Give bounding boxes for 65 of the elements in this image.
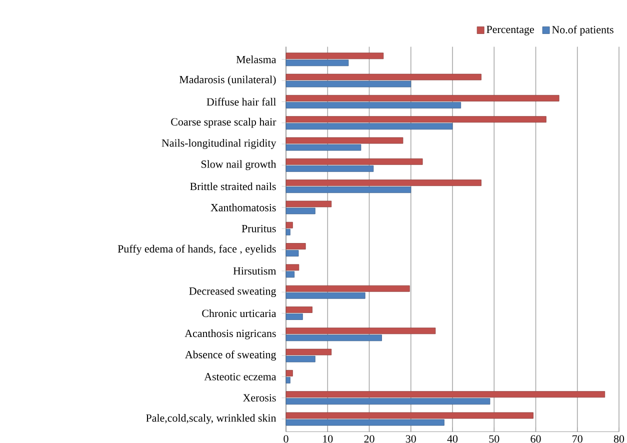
- bar: [286, 208, 316, 214]
- x-tick-label: 80: [614, 435, 624, 443]
- bar: [286, 102, 462, 108]
- bar: [286, 356, 316, 362]
- bar: [286, 123, 453, 130]
- bar: [286, 334, 382, 342]
- y-tick-label: Madarosis (unilateral): [179, 76, 276, 86]
- x-tick-label: 70: [572, 435, 582, 443]
- bar: [286, 186, 412, 194]
- bar: [286, 348, 332, 356]
- y-tick-label: Melasma: [236, 56, 276, 64]
- bar: [286, 419, 444, 426]
- bar: [286, 74, 482, 80]
- y-tick-label: Chronic urticaria: [202, 309, 276, 318]
- y-tick-label: Hirsutism: [233, 267, 276, 275]
- bar: [286, 292, 366, 299]
- bar: [286, 391, 606, 398]
- bar: [286, 370, 293, 376]
- x-tick-label: 30: [406, 435, 416, 443]
- bar: [286, 306, 312, 313]
- bar: [286, 271, 295, 278]
- bar: [286, 398, 490, 405]
- bar: [286, 314, 303, 320]
- bar: [286, 250, 299, 256]
- bar: [286, 243, 306, 250]
- bar: [286, 94, 560, 102]
- y-tick-label: Puffy edema of hands, face , eyelids: [118, 244, 276, 255]
- legend-label: Percentage: [486, 26, 534, 36]
- x-tick-label: 50: [489, 435, 500, 443]
- bar: [286, 180, 482, 186]
- y-tick-label: Xerosis: [242, 394, 276, 402]
- y-tick-label: Slow nail growth: [201, 160, 276, 170]
- bar: [286, 222, 293, 228]
- x-tick-label: 60: [530, 435, 541, 443]
- bar: [286, 60, 349, 66]
- x-tick-label: 20: [364, 435, 374, 443]
- bar: [286, 200, 332, 208]
- y-tick-label: Decreased sweating: [189, 287, 276, 298]
- bar: [286, 328, 436, 334]
- x-tick-label: 40: [447, 435, 458, 443]
- bar: [286, 144, 362, 151]
- y-tick-label: Acanthosis nigricans: [184, 329, 276, 340]
- x-tick-label: 10: [323, 435, 333, 443]
- y-tick-label: Pruritus: [242, 224, 276, 232]
- bar: [286, 52, 384, 60]
- x-tick-label: 0: [284, 435, 288, 443]
- bar: [286, 158, 423, 165]
- bar: [286, 116, 546, 123]
- bar: [286, 228, 290, 236]
- y-tick-label: Coarse sprase scalp hair: [171, 118, 276, 128]
- bar: [286, 80, 412, 88]
- bar: [286, 165, 374, 172]
- y-tick-label: Pale,cold,scaly, wrinkled skin: [146, 414, 276, 424]
- bar: [286, 412, 534, 419]
- y-tick-label: Asteotic eczema: [204, 373, 276, 380]
- y-tick-label: Diffuse hair fall: [206, 98, 276, 106]
- y-tick-label: Brittle straited nails: [190, 182, 276, 190]
- bar: [286, 137, 404, 144]
- y-tick-label: Nails-longitudinal rigidity: [162, 139, 276, 149]
- y-tick-label: Absence of sweating: [185, 350, 276, 361]
- bar: [286, 376, 290, 384]
- bar: [286, 285, 410, 292]
- bar: [286, 264, 300, 271]
- y-tick-label: Xanthomatosis: [210, 204, 276, 212]
- legend-label: No.of patients: [552, 26, 614, 36]
